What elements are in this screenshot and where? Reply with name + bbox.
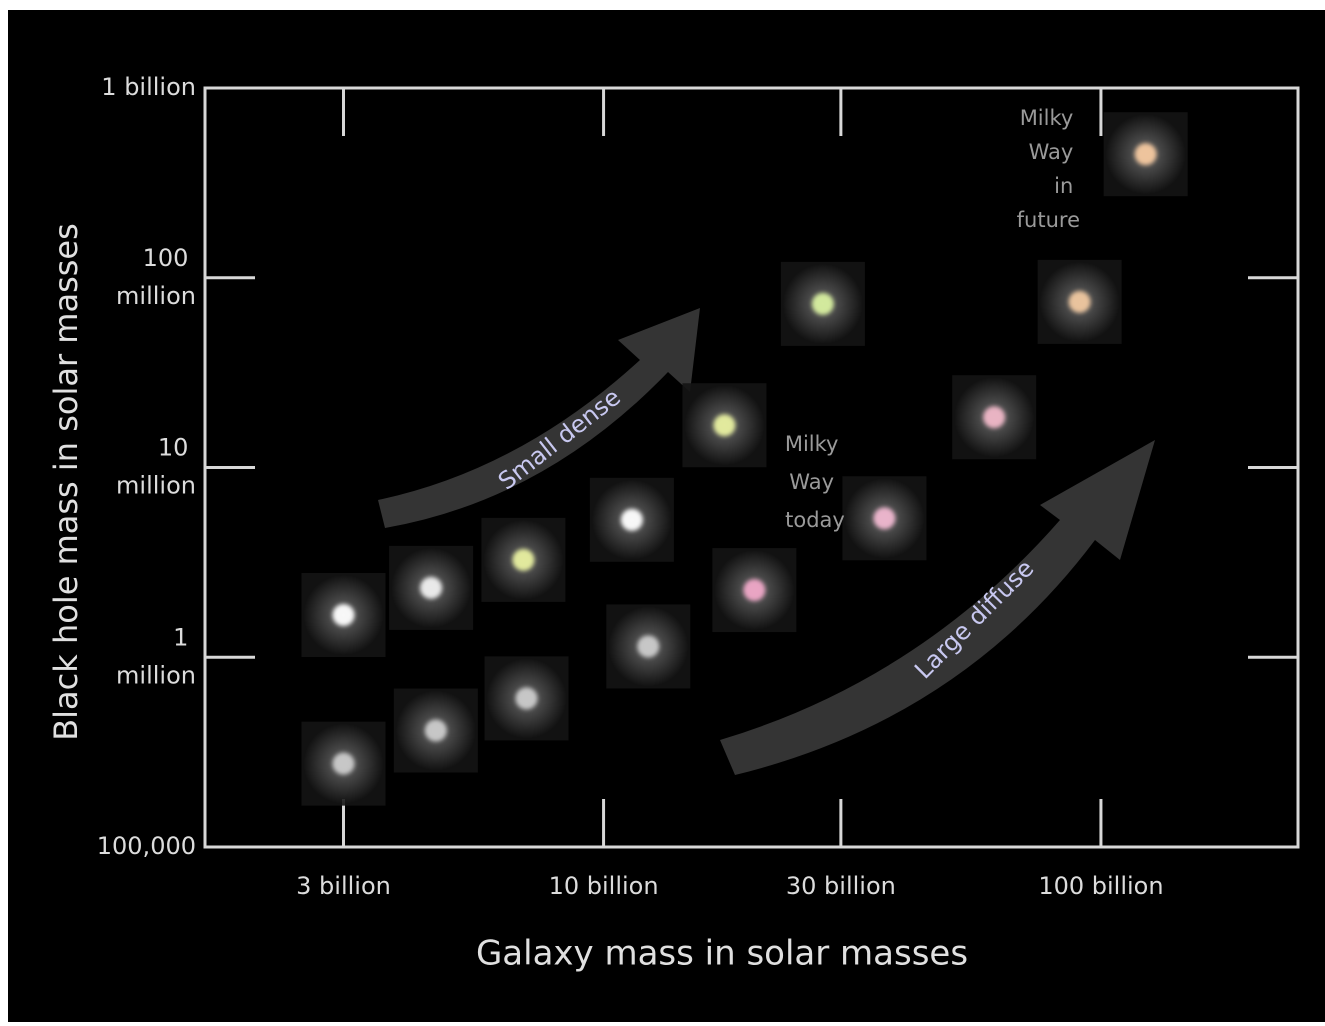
y-axis-label: Black hole mass in solar masses: [47, 223, 85, 741]
x-axis-label: Galaxy mass in solar masses: [476, 934, 968, 974]
annotation: Milky Way in future: [1017, 106, 1080, 232]
galaxy: [743, 579, 766, 602]
y-tick-label: 1 million: [116, 623, 196, 689]
x-tick-label: 100 billion: [1038, 872, 1163, 900]
annotation: Milky Way today: [785, 432, 845, 532]
galaxy: [713, 414, 736, 437]
galaxy: [811, 292, 834, 315]
y-tick-label: 1 billion: [101, 73, 196, 101]
galaxy: [1068, 290, 1091, 313]
galaxy: [424, 719, 447, 742]
galaxy: [420, 576, 443, 599]
y-tick-label: 10 million: [116, 434, 196, 500]
galaxy: [637, 635, 660, 658]
trend-arrow: [720, 440, 1155, 775]
galaxy: [515, 687, 538, 710]
y-tick-label: 100 million: [116, 244, 196, 310]
galaxy: [332, 752, 355, 775]
galaxy: [1134, 143, 1157, 166]
galaxy: [873, 507, 896, 530]
galaxy: [983, 406, 1006, 429]
galaxy: [620, 508, 643, 531]
trend-arrow: [378, 308, 700, 528]
x-tick-label: 3 billion: [296, 872, 391, 900]
galaxy: [512, 548, 535, 571]
galaxy: [332, 603, 355, 626]
x-tick-label: 10 billion: [549, 872, 659, 900]
x-tick-label: 30 billion: [786, 872, 896, 900]
y-tick-label: 100,000: [97, 832, 196, 860]
